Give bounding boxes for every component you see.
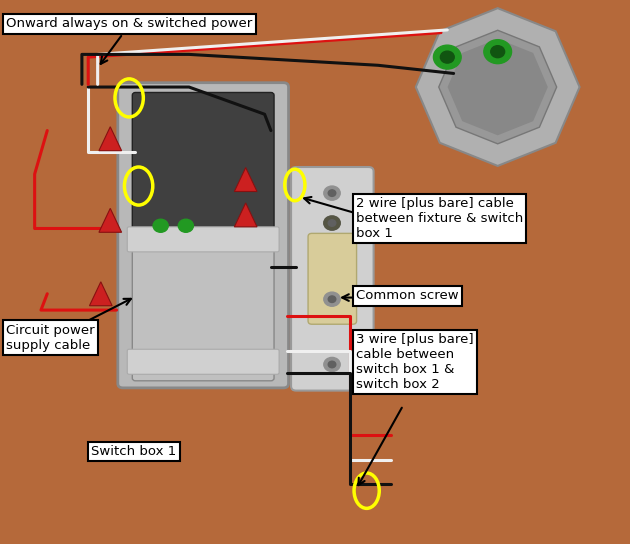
Polygon shape — [438, 30, 557, 144]
Circle shape — [328, 296, 336, 302]
Text: Common screw: Common screw — [356, 289, 459, 302]
FancyBboxPatch shape — [291, 167, 374, 391]
FancyBboxPatch shape — [132, 92, 274, 234]
FancyBboxPatch shape — [132, 245, 274, 381]
Text: Circuit power
supply cable: Circuit power supply cable — [6, 324, 95, 351]
FancyBboxPatch shape — [118, 83, 289, 388]
Text: Onward always on & switched power: Onward always on & switched power — [6, 17, 253, 30]
Text: Switch box 1: Switch box 1 — [91, 445, 176, 458]
Polygon shape — [99, 127, 122, 151]
Text: 3 wire [plus bare]
cable between
switch box 1 &
switch box 2: 3 wire [plus bare] cable between switch … — [356, 333, 474, 391]
Polygon shape — [234, 203, 257, 227]
FancyBboxPatch shape — [308, 233, 357, 324]
Polygon shape — [234, 168, 257, 191]
Circle shape — [324, 357, 340, 372]
Circle shape — [324, 186, 340, 200]
Circle shape — [328, 190, 336, 196]
Circle shape — [440, 51, 454, 63]
Circle shape — [153, 219, 168, 232]
Circle shape — [328, 220, 336, 226]
Circle shape — [433, 45, 461, 69]
Circle shape — [324, 216, 340, 230]
Circle shape — [491, 46, 505, 58]
FancyBboxPatch shape — [127, 227, 279, 252]
Circle shape — [328, 361, 336, 368]
Polygon shape — [99, 208, 122, 232]
Polygon shape — [89, 282, 112, 306]
Circle shape — [484, 40, 512, 64]
Polygon shape — [447, 39, 548, 135]
Circle shape — [324, 216, 340, 230]
Text: 2 wire [plus bare] cable
between fixture & switch
box 1: 2 wire [plus bare] cable between fixture… — [356, 197, 523, 240]
Circle shape — [178, 219, 193, 232]
FancyBboxPatch shape — [127, 349, 279, 374]
Polygon shape — [416, 8, 580, 166]
Circle shape — [324, 292, 340, 306]
